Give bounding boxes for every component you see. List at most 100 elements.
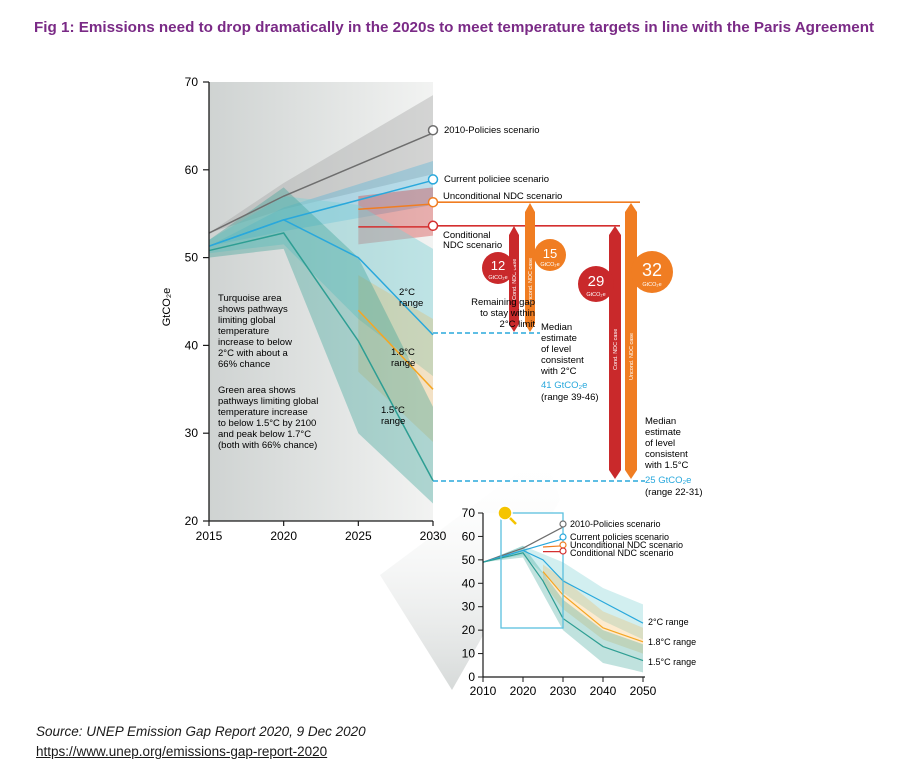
inset-y-tick-label: 40	[462, 576, 476, 590]
inset-y-tick-label: 20	[462, 623, 476, 637]
y-tick-label: 70	[185, 75, 199, 89]
label-uncond-ndc: Unconditional NDC scenario	[443, 191, 562, 202]
source-note: Source: UNEP Emission Gap Report 2020, 9…	[36, 724, 366, 739]
marker-2010-policies	[427, 124, 439, 136]
y-tick-label: 30	[185, 426, 199, 440]
main-lines	[208, 132, 434, 481]
band-unconditional-ndc-scenario	[358, 187, 433, 245]
band-2010-policies-scenario	[209, 95, 433, 234]
y-tick-label: 50	[185, 251, 199, 265]
ann-gap-line: to stay within	[480, 308, 535, 319]
gap-bar-label-uncond-2c: Uncond. NDC case	[528, 258, 534, 305]
ann-green-line: and peak below 1.7°C	[218, 429, 311, 440]
label-2c-range: 2°C range	[399, 287, 423, 309]
inset-x-tick-label: 2050	[630, 684, 657, 698]
median-2c-range: (range 39-46)	[541, 392, 599, 403]
y-tick-label: 20	[185, 514, 199, 528]
line-1-5-c-range	[208, 232, 434, 481]
inset-y-tick-label: 60	[462, 529, 476, 543]
ann-med15-line: of level	[645, 438, 675, 449]
gap-bubble-32-unit: GtCO₂e	[642, 282, 661, 288]
x-tick-label: 2025	[345, 529, 372, 543]
inset-x-tick-label: 2040	[590, 684, 617, 698]
ann-turq-line: 2°C with about a	[218, 348, 289, 359]
inset-marker-2010-policies	[559, 520, 567, 528]
label-15c-range-line-2: range	[381, 416, 405, 427]
inset-y-tick-label: 10	[462, 647, 476, 661]
inset-marker-uncond-ndc	[559, 541, 567, 549]
band-1-8-c-range	[358, 275, 433, 442]
y-tick-label: 60	[185, 163, 199, 177]
inset-lines	[482, 526, 644, 662]
line-unconditional-ndc-scenario	[358, 203, 434, 211]
gap-bubble-12-value: 12	[491, 258, 505, 273]
inset-label-cond-ndc: Conditional NDC scenario	[570, 548, 674, 558]
label-2c-range-line-1: 2°C	[399, 287, 415, 298]
gap-bar-label-cond-2c: Cond. NDC case	[512, 259, 518, 300]
median-15c-range: (range 22-31)	[645, 487, 703, 498]
magnifier-handle	[509, 517, 517, 525]
marker-uncond-ndc	[427, 196, 439, 208]
ann-gap-line: 2°C limit	[500, 319, 536, 330]
ann-green-line: temperature increase	[218, 407, 308, 418]
band-1-5-c-range	[209, 187, 433, 504]
ann-med2-line: Median	[541, 322, 572, 333]
ann-med2-line: with 2°C	[540, 366, 577, 377]
inset-marker-current-policies	[559, 533, 567, 541]
ann-med15-line: Median	[645, 416, 676, 427]
magnifier-icon	[497, 505, 513, 521]
x-tick-label: 2020	[270, 529, 297, 543]
source-link[interactable]: https://www.unep.org/emissions-gap-repor…	[36, 744, 328, 759]
y-tick-label: 40	[185, 338, 199, 352]
median-2c-value: 41 GtCO₂e	[541, 380, 587, 391]
main-x-ticks: 2015 2020 2025 2030	[196, 521, 447, 543]
ann-turq-line: Turquoise area	[218, 293, 282, 304]
label-cond-ndc-line-1: Conditional	[443, 230, 491, 241]
ann-turq-line: temperature	[218, 326, 269, 337]
marker-cond-ndc	[427, 220, 439, 232]
label-18c-range-line-2: range	[391, 358, 415, 369]
inset-line-2-c-range	[482, 549, 644, 624]
ann-gap-line: Remaining gap	[471, 297, 535, 308]
inset-x-tick-label: 2020	[510, 684, 537, 698]
x-tick-label: 2030	[420, 529, 447, 543]
ann-turq-line: 66% chance	[218, 359, 270, 370]
label-current-policies: Current policiee scenario	[444, 174, 549, 185]
label-cond-ndc-line-2: NDC scenario	[443, 240, 502, 251]
main-y-ticks: 20 30 40 50 60 70	[185, 75, 209, 528]
ann-med15-line: consistent	[645, 449, 688, 460]
x-tick-label: 2015	[196, 529, 223, 543]
inset-line-1-8-c-range	[542, 571, 644, 643]
marker-current-policies	[427, 174, 439, 185]
gap-bubble-32-value: 32	[642, 260, 662, 280]
inset-label-2c: 2°C range	[648, 617, 689, 627]
ann-turq-line: limiting global	[218, 315, 276, 326]
main-y-axis-label: GtCO₂e	[161, 288, 173, 327]
inset-x-ticks: 2010 2020 2030 2040 2050	[470, 677, 657, 698]
gap-bubble-29-value: 29	[588, 273, 605, 290]
line-2010-policies-scenario	[208, 132, 434, 234]
ann-turq-line: shows pathways	[218, 304, 288, 315]
band-2-c-range	[209, 196, 433, 377]
main-bands	[209, 95, 433, 504]
ann-med2-line: consistent	[541, 355, 584, 366]
line-1-8-c-range	[357, 309, 434, 390]
inset-y-tick-label: 30	[462, 600, 476, 614]
inset-x-tick-label: 2030	[550, 684, 577, 698]
gap-bubble-12	[482, 252, 514, 284]
inset-y-tick-label: 50	[462, 553, 476, 567]
ann-green-line: Green area shows	[218, 385, 296, 396]
gap-bubble-32	[631, 251, 673, 293]
median-15c-value: 25 GtCO₂e	[645, 475, 691, 486]
ann-med2-line: of level	[541, 344, 571, 355]
gap-bubble-15-value: 15	[543, 246, 557, 261]
gap-bar-uncond-2c	[525, 203, 535, 332]
gap-bubble-12-unit: GtCO₂e	[488, 275, 507, 281]
gap-bubble-29	[578, 266, 614, 302]
label-15c-range-line-1: 1.5°C	[381, 405, 405, 416]
inset-zoom-box	[500, 512, 564, 629]
label-2c-range-line-2: range	[399, 298, 423, 309]
